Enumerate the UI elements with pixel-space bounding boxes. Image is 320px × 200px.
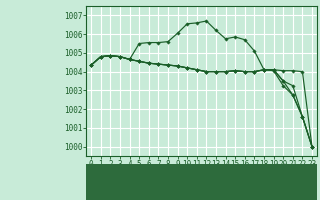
X-axis label: Graphe pression niveau de la mer (hPa): Graphe pression niveau de la mer (hPa) <box>100 173 304 182</box>
